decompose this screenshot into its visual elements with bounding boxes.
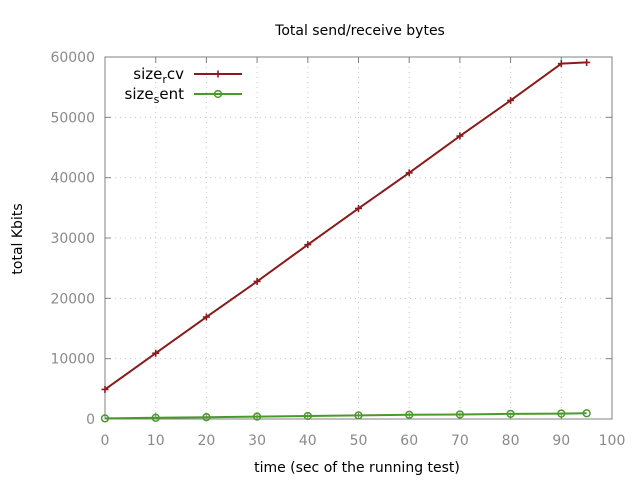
y-tick-label: 50000 — [50, 110, 95, 126]
axis-ticks: 0 10 20 30 40 50 60 70 80 90 100 0 10000 20000 30000 40… — [50, 50, 625, 449]
data-point-circle — [557, 409, 566, 418]
legend-label: sizercv — [133, 65, 184, 86]
data-point-plus — [355, 204, 362, 212]
x-tick-label: 10 — [147, 433, 165, 449]
legend-marker — [213, 89, 223, 99]
x-tick-label: 30 — [248, 433, 266, 449]
series-size_sent — [100, 409, 591, 423]
x-tick-label: 60 — [400, 433, 418, 449]
data-point-plus — [304, 241, 312, 249]
series-line — [104, 61, 587, 391]
x-tick-label: 90 — [552, 433, 570, 449]
data-point-plus — [101, 385, 109, 393]
data-point-circle — [202, 413, 211, 422]
data-point-circle — [506, 409, 515, 419]
y-tick-label: 30000 — [50, 231, 95, 247]
x-tick-label: 70 — [451, 433, 469, 449]
data-point-plus — [152, 349, 160, 357]
y-tick-label: 10000 — [50, 352, 95, 368]
x-tick-label: 50 — [350, 433, 368, 449]
y-axis-title: total Kbits — [10, 203, 26, 274]
x-tick-label: 0 — [101, 433, 110, 449]
y-tick-label: 20000 — [50, 291, 95, 307]
legend-marker — [214, 70, 222, 78]
y-tick-label: 40000 — [50, 171, 95, 187]
data-point-circle — [252, 412, 262, 421]
data-point-plus — [557, 60, 565, 68]
x-tick-label: 20 — [197, 433, 215, 449]
data-point-plus — [202, 313, 210, 321]
y-tick-label: 0 — [86, 412, 95, 428]
legend-label: sizesent — [125, 85, 185, 106]
data-point-circle — [303, 411, 312, 421]
x-tick-label: 100 — [599, 433, 626, 449]
data-point-plus — [583, 58, 591, 66]
x-axis-title: time (sec of the running test) — [254, 460, 460, 476]
data-point-circle — [405, 410, 414, 419]
series-lines — [100, 58, 591, 423]
data-point-plus — [405, 169, 413, 177]
data-point-circle — [582, 409, 591, 418]
x-tick-label: 40 — [299, 433, 317, 449]
grid — [105, 57, 612, 419]
data-point-circle — [151, 413, 160, 422]
data-point-circle — [100, 414, 110, 423]
y-tick-label: 60000 — [50, 50, 95, 66]
data-point-circle — [354, 411, 363, 420]
series-line — [104, 412, 587, 420]
data-point-plus — [456, 132, 464, 140]
chart-title: Total send/receive bytes — [274, 23, 445, 39]
data-point-plus — [253, 277, 261, 285]
x-tick-label: 80 — [502, 433, 520, 449]
data-point-plus — [507, 96, 515, 104]
series-size_rcv — [101, 58, 591, 393]
data-point-circle — [455, 410, 465, 419]
